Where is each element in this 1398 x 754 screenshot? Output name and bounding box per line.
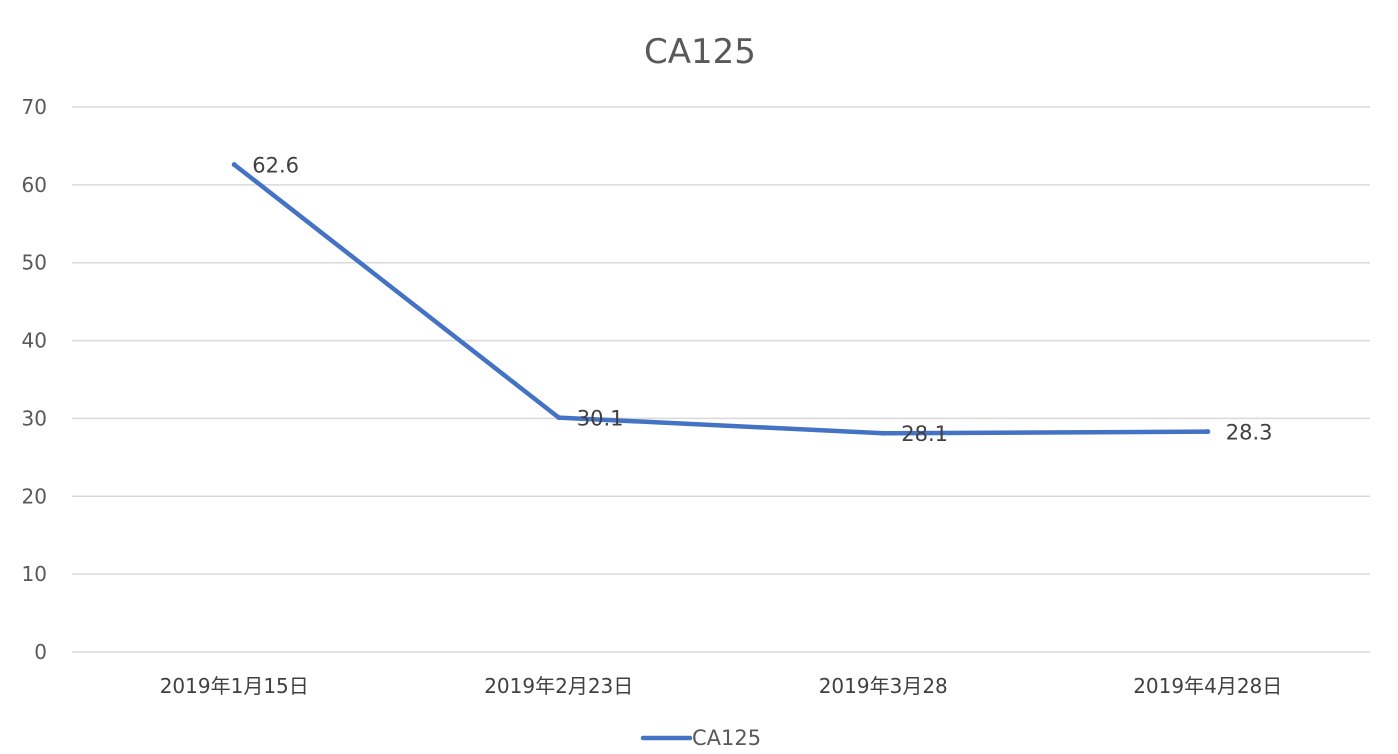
- series-line-ca125: [232, 162, 1210, 436]
- series-layer: [231, 162, 1211, 436]
- data-labels: 62.6 30.1 28.1 28.3: [252, 154, 1272, 447]
- y-tick-label: 20: [22, 484, 47, 508]
- x-axis-categories: 2019年1月15日 2019年2月23日 2019年3月28 2019年4月28日: [160, 674, 1283, 698]
- data-label: 28.1: [901, 422, 948, 446]
- chart-title: CA125: [644, 32, 756, 72]
- y-tick-label: 60: [22, 173, 47, 197]
- legend-label-ca125: CA125: [692, 726, 761, 750]
- y-tick-label: 0: [34, 640, 47, 664]
- data-label: 62.6: [252, 154, 299, 178]
- gridlines: [72, 106, 1370, 653]
- y-tick-label: 70: [22, 95, 47, 119]
- y-tick-label: 10: [22, 562, 47, 586]
- data-point: [556, 415, 562, 421]
- x-category-label: 2019年4月28日: [1133, 674, 1282, 698]
- y-tick-label: 40: [22, 329, 47, 353]
- data-point: [880, 430, 886, 436]
- x-category-label: 2019年2月23日: [484, 674, 633, 698]
- x-category-label: 2019年3月28: [819, 674, 948, 698]
- data-point: [231, 162, 237, 168]
- data-label: 30.1: [577, 407, 624, 431]
- data-label: 28.3: [1226, 421, 1273, 445]
- x-category-label: 2019年1月15日: [160, 674, 309, 698]
- data-point: [1205, 429, 1211, 435]
- y-tick-label: 30: [22, 406, 47, 430]
- y-axis-ticks: 0 10 20 30 40 50 60 70: [22, 95, 47, 664]
- y-tick-label: 50: [22, 251, 47, 275]
- legend: CA125: [640, 726, 761, 750]
